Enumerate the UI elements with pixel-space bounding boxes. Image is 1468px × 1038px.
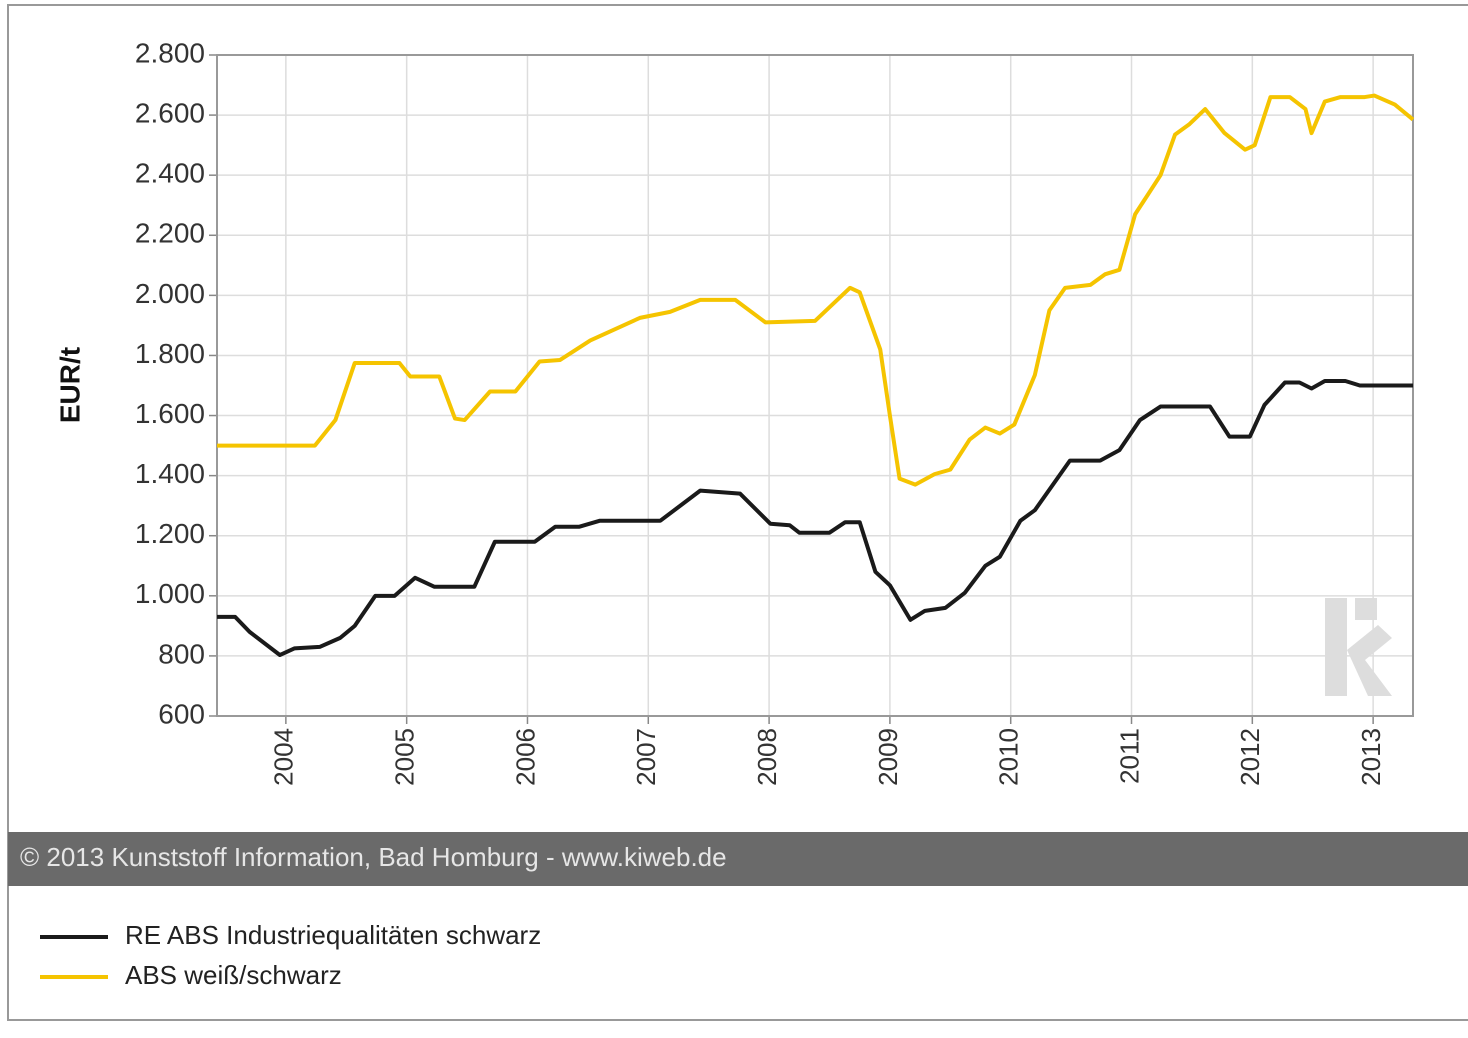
- x-tick-label: 2004: [269, 728, 299, 786]
- y-tick-label: 2.600: [135, 97, 205, 128]
- y-tick-label: 2.200: [135, 218, 205, 249]
- y-tick-label: 2.800: [135, 37, 205, 68]
- footer-band: [8, 832, 1468, 886]
- watermark-logo: [1325, 598, 1347, 696]
- y-axis-label: EUR/t: [54, 347, 85, 423]
- y-tick-label: 1.600: [135, 398, 205, 429]
- watermark-logo: [1347, 625, 1392, 696]
- y-tick-label: 2.400: [135, 158, 205, 189]
- y-tick-label: 600: [158, 698, 205, 729]
- x-tick-label: 2006: [510, 728, 540, 786]
- x-tick-label: 2007: [631, 728, 661, 786]
- y-tick-label: 1.000: [135, 578, 205, 609]
- y-tick-label: 800: [158, 638, 205, 669]
- x-tick-label: 2010: [994, 728, 1024, 786]
- watermark-logo: [1355, 598, 1377, 620]
- x-tick-label: 2008: [752, 728, 782, 786]
- legend: RE ABS Industriequalitäten schwarz ABS we…: [40, 920, 541, 990]
- legend-label: RE ABS Industriequalitäten schwarz: [125, 920, 541, 950]
- series-line: [217, 378, 1413, 658]
- plot-area: 600 800 1.000 1.200 1.400 1.600 1.800 2.000 2.20…: [135, 37, 1415, 786]
- x-tick-label: 2012: [1235, 728, 1265, 786]
- x-tick-label: 2005: [390, 728, 420, 786]
- footer-text: © 2013 Kunststoff Information, Bad Hombu…: [20, 842, 727, 872]
- y-tick-label: 1.200: [135, 518, 205, 549]
- legend-label: ABS weiß/schwarz: [125, 960, 342, 990]
- y-tick-label: 1.400: [135, 458, 205, 489]
- series-line: [217, 93, 1415, 487]
- y-tick-label: 1.800: [135, 338, 205, 369]
- x-tick-label: 2013: [1356, 728, 1386, 786]
- x-tick-label: 2011: [1114, 728, 1144, 784]
- y-tick-label: 2.000: [135, 278, 205, 309]
- x-tick-label: 2009: [873, 728, 903, 786]
